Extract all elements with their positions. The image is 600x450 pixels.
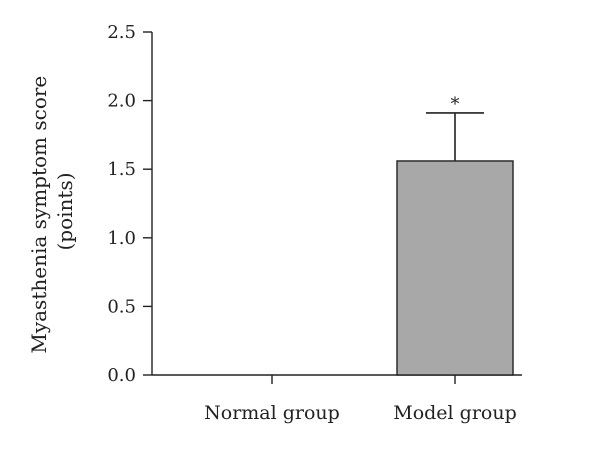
- y-tick-label: 2.0: [107, 91, 136, 112]
- x-tick-label: Model group: [393, 402, 517, 424]
- y-tick-label: 0.5: [107, 296, 136, 317]
- y-axis-label: Myasthenia symptom score (points): [27, 69, 77, 353]
- y-tick-label: 2.5: [107, 22, 136, 43]
- bar: [396, 160, 514, 376]
- y-tick-label: 0.0: [107, 365, 136, 386]
- y-axis: 0.0 0.5 1.0 1.5 2.0 2.5: [107, 22, 153, 386]
- y-tick-label: 1.0: [107, 228, 136, 249]
- y-axis-label-line-1: Myasthenia symptom score: [27, 76, 51, 354]
- y-axis-label-line-2: (points): [53, 172, 77, 250]
- y-tick-label: 1.5: [107, 159, 136, 180]
- x-tick-label: Normal group: [204, 402, 340, 424]
- bars: *: [396, 94, 514, 376]
- x-axis: Normal group Model group: [152, 374, 522, 424]
- significance-marker: *: [451, 94, 460, 115]
